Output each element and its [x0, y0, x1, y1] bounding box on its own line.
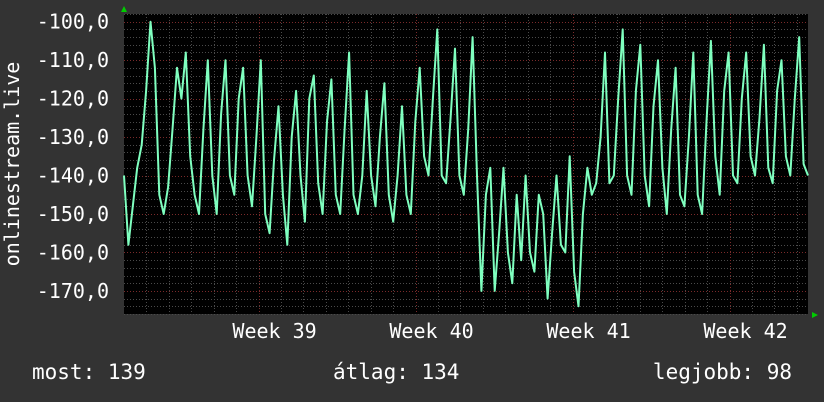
y-axis-label: onlinestream.live	[0, 62, 24, 267]
x-tick-label: Week 41	[546, 319, 630, 343]
stat-average: átlag: 134	[333, 360, 460, 384]
stats-row: most: 139 átlag: 134 legjobb: 98	[0, 360, 824, 390]
series-line	[123, 20, 809, 308]
y-tick-label: -140,0	[37, 164, 109, 188]
axis-ticks: -100,0 -110,0 -120,0 -130,0 -140,0 -150,0 -160…	[37, 10, 788, 343]
y-tick-label: -170,0	[37, 279, 109, 303]
x-tick-label: Week 42	[703, 319, 787, 343]
chart: -100,0 -110,0 -120,0 -130,0 -140,0 -150,0 -160…	[0, 6, 818, 343]
stat-current: most: 139	[32, 360, 146, 384]
y-tick-label: -120,0	[37, 87, 109, 111]
x-tick-label: Week 39	[232, 319, 316, 343]
x-axis-arrow-icon	[812, 312, 818, 318]
y-tick-label: -130,0	[37, 125, 109, 149]
axis-arrows	[121, 6, 818, 318]
stat-best: legjobb: 98	[652, 360, 792, 384]
y-tick-label: -110,0	[37, 48, 109, 72]
y-axis-arrow-icon	[121, 6, 127, 12]
y-tick-label: -150,0	[37, 202, 109, 226]
y-tick-label: -100,0	[37, 10, 109, 34]
x-tick-label: Week 40	[389, 319, 473, 343]
y-tick-label: -160,0	[37, 240, 109, 264]
